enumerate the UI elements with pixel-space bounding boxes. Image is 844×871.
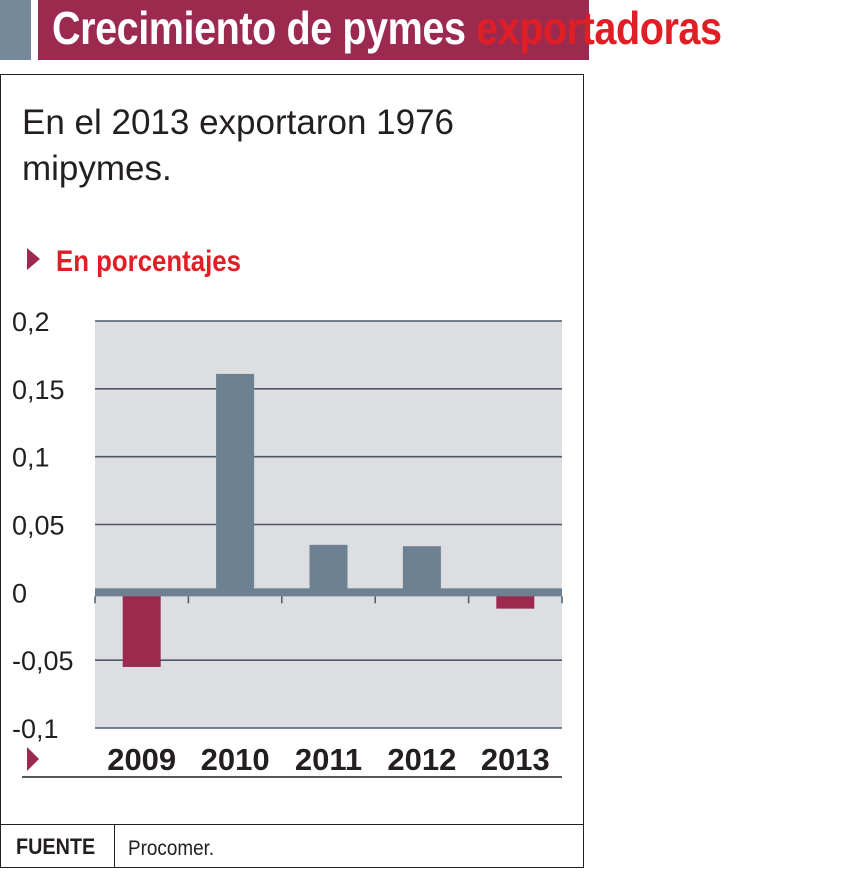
y-tick-label: 0,15 xyxy=(12,375,65,405)
unit-label: En porcentajes xyxy=(56,245,241,278)
footer-separator xyxy=(114,824,115,868)
chart-frame xyxy=(0,74,584,868)
chart-title-main: Crecimiento de pymes xyxy=(52,2,466,54)
bar-2011 xyxy=(309,544,348,593)
title-band xyxy=(38,0,589,60)
x-tick-label: 2010 xyxy=(201,742,270,777)
y-tick-label: -0,1 xyxy=(12,714,59,744)
x-tick-label: 2009 xyxy=(107,742,176,777)
footer-divider xyxy=(0,824,584,825)
y-tick-label: 0,05 xyxy=(12,511,65,541)
y-tick-label: -0,05 xyxy=(12,646,74,676)
y-tick-label: 0,2 xyxy=(12,307,50,337)
bar-2010 xyxy=(216,373,255,593)
title-tag-block xyxy=(0,0,31,60)
unit-arrow-icon xyxy=(27,248,40,270)
chart-subtitle: En el 2013 exportaron 1976 mipymes. xyxy=(22,103,454,188)
zero-axis xyxy=(95,588,562,597)
x-tick-label: 2012 xyxy=(387,742,456,777)
source-text: Procomer. xyxy=(128,837,215,860)
bar-2012 xyxy=(402,546,441,593)
y-tick-label: 0,1 xyxy=(12,443,50,473)
y-tick-label: 0 xyxy=(12,578,27,608)
source-label: FUENTE xyxy=(16,834,96,859)
chart-title-highlight: exportadoras xyxy=(476,2,722,54)
x-tick-label: 2013 xyxy=(481,742,550,777)
bar-2013 xyxy=(496,592,535,609)
chart-title: Crecimiento de pymes exportadoras xyxy=(52,0,722,58)
category-arrow-icon xyxy=(27,747,39,771)
bar-2009 xyxy=(122,592,161,667)
x-tick-label: 2011 xyxy=(295,742,362,777)
